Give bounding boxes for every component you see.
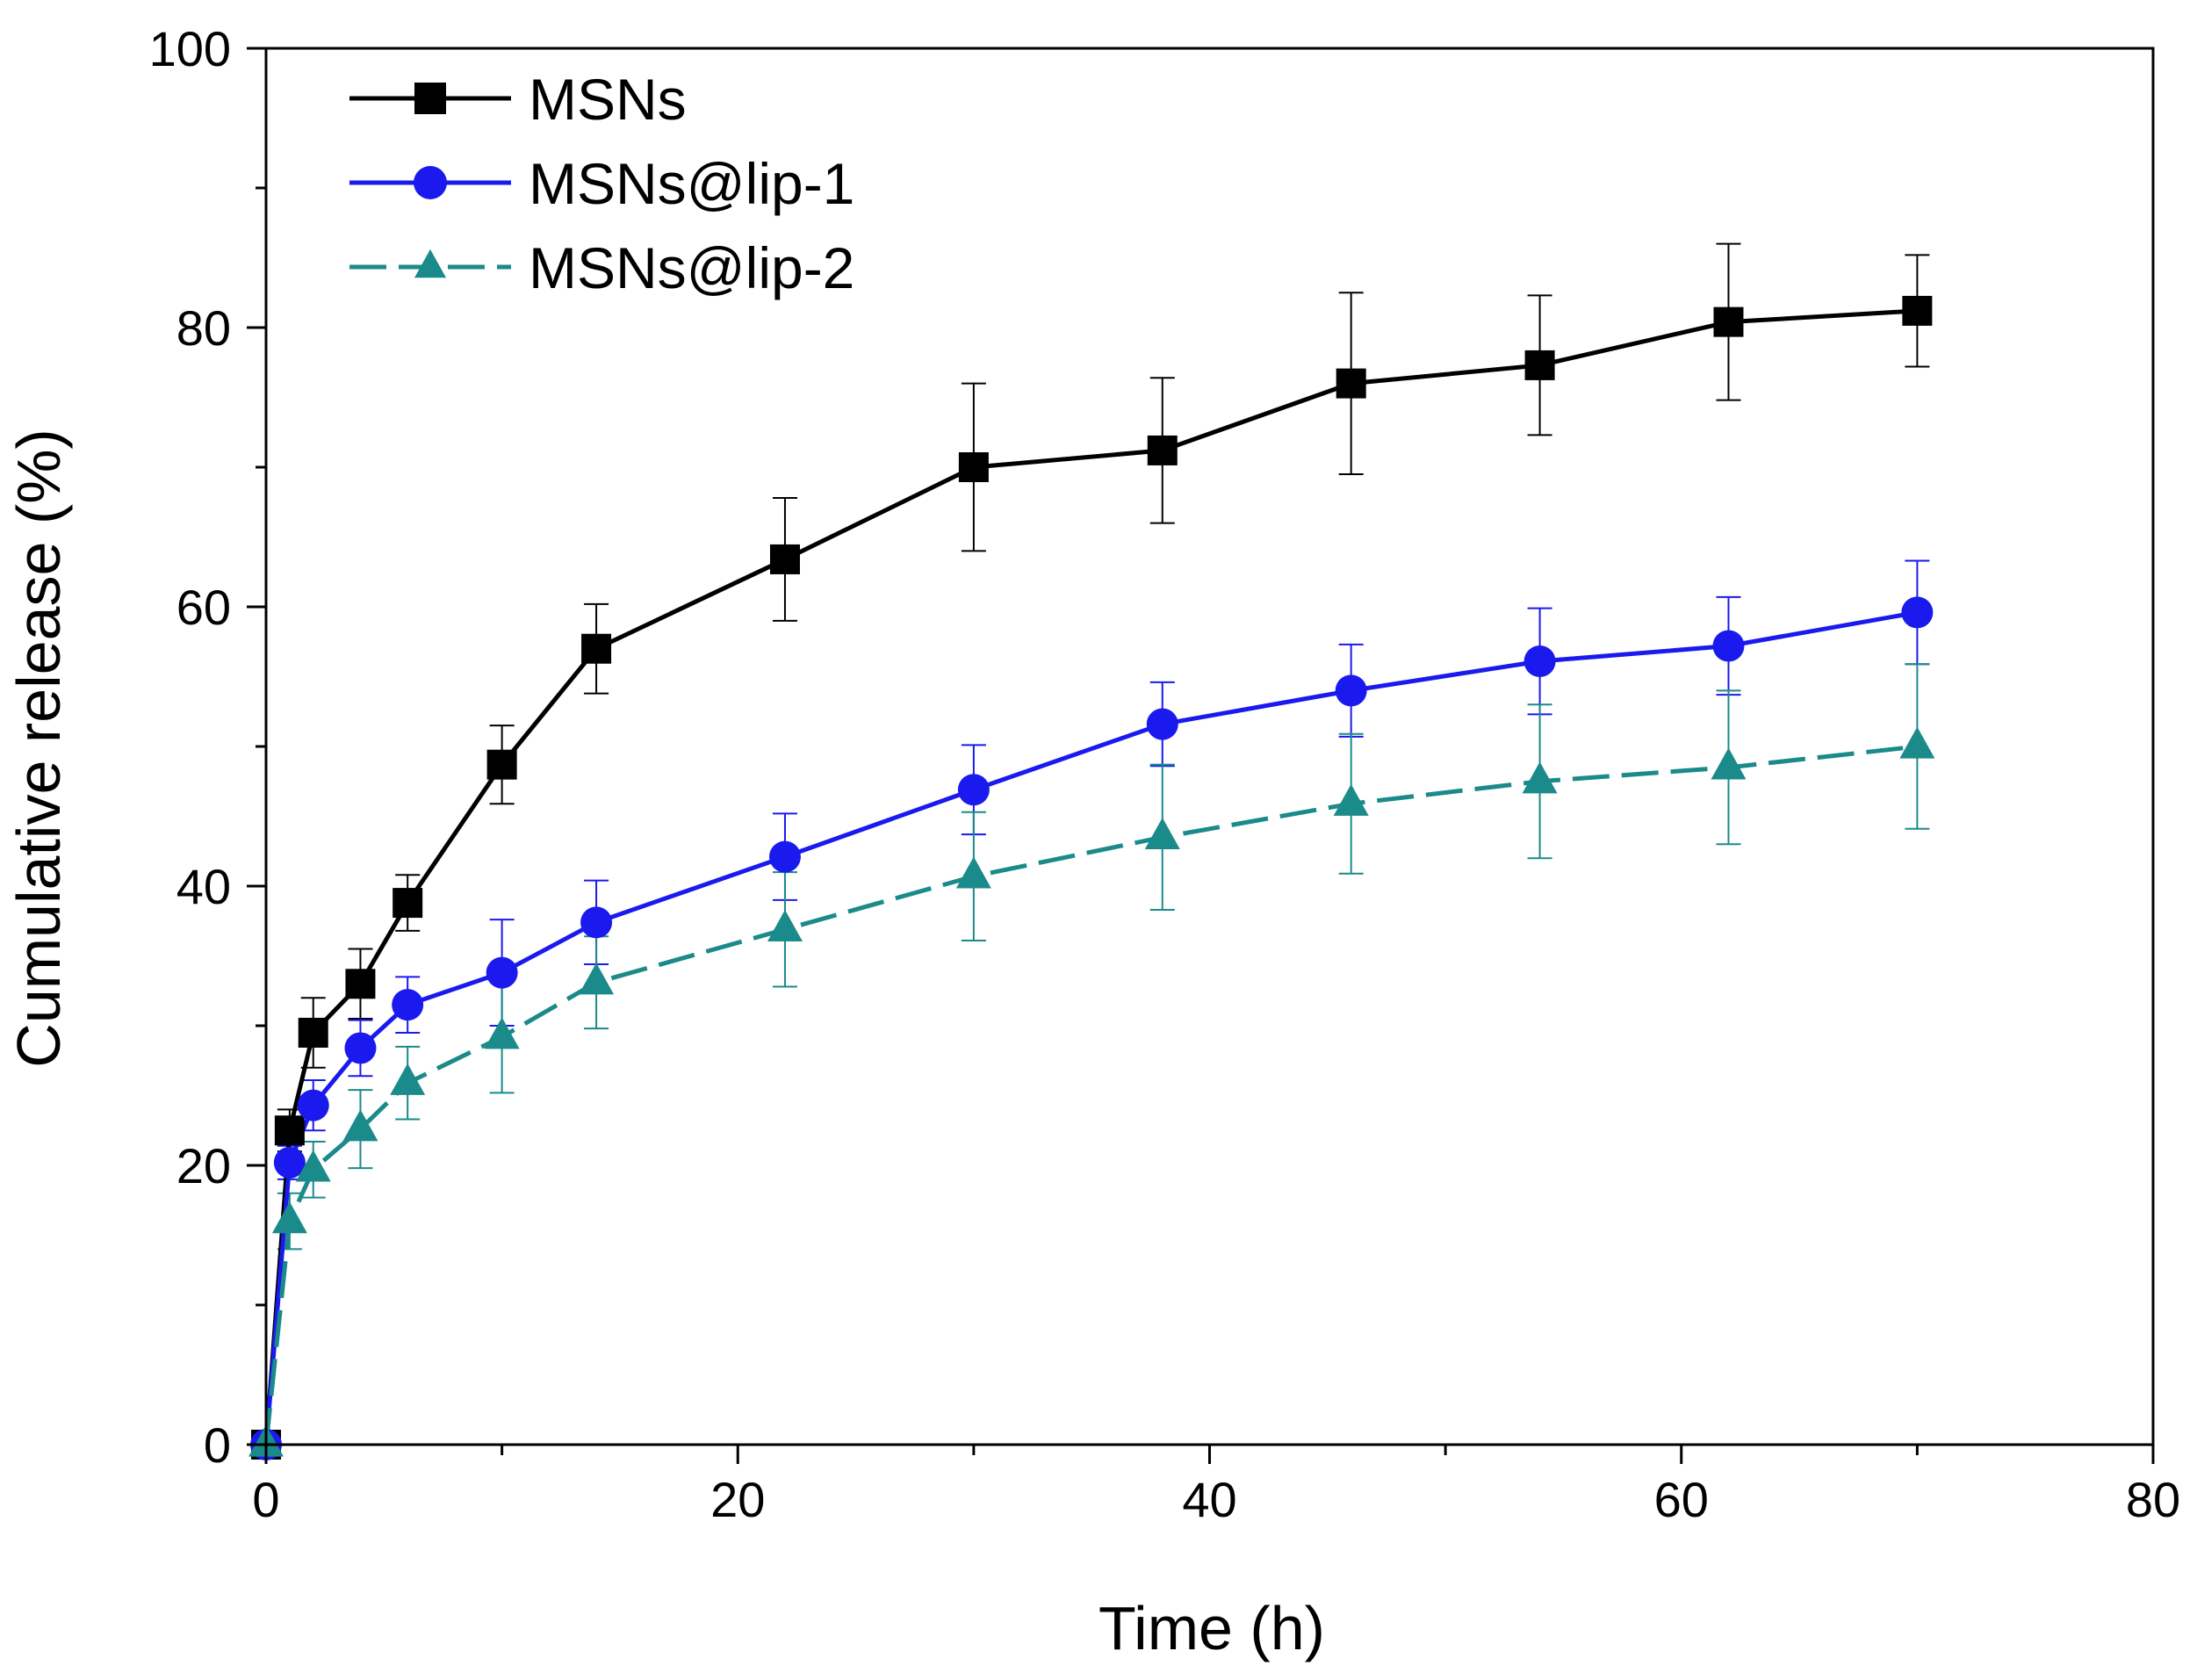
msns-lip-2-data-point <box>1899 726 1935 759</box>
msns-data-point <box>393 888 423 919</box>
msns-lip-1-data-point <box>273 1146 306 1179</box>
legend: MSNs MSNs@lip-1 MSNs@lip-2 <box>349 67 854 300</box>
msns-lip-2-line <box>263 744 1918 1446</box>
msns-data-point <box>1147 435 1178 465</box>
msns-lip-2-data-point <box>955 856 991 889</box>
y-tick-label: 0 <box>204 1417 231 1473</box>
msns-lip-1-data-point <box>392 989 424 1021</box>
legend-label-msns-lip-2: MSNs@lip-2 <box>529 235 854 300</box>
msns-data-point <box>581 633 612 664</box>
legend-label-msns: MSNs <box>529 67 687 132</box>
msns-lip-2-data-point <box>484 1017 520 1049</box>
msns-lip-1-data-point <box>1901 596 1934 629</box>
tick-labels-layer: 0 20 40 60 80 0 20 40 60 80 100 <box>149 21 2181 1527</box>
msns-data-point <box>958 452 989 482</box>
y-axis-title: Cumulative release (%) <box>4 429 73 1067</box>
msns-lip-1-data-point <box>580 906 613 939</box>
legend-label-msns-lip-1: MSNs@lip-1 <box>529 151 854 216</box>
y-tick-label: 20 <box>176 1138 231 1193</box>
msns-lip-1-data-point <box>486 956 518 989</box>
msns-lip-1-data-point <box>344 1032 377 1064</box>
legend-marker-msns-lip-1 <box>414 166 447 199</box>
series-lines-layer <box>263 308 1918 1446</box>
legend-marker-msns-lip-2 <box>414 249 446 278</box>
msns-data-point <box>1902 295 1933 326</box>
msns-data-point <box>1336 368 1366 399</box>
y-tick-label: 100 <box>149 21 231 76</box>
data-markers-layer <box>249 295 1935 1460</box>
msns-lip-2-data-point <box>295 1150 331 1182</box>
x-tick-label: 80 <box>2126 1472 2180 1527</box>
ticks-layer <box>247 47 2155 1464</box>
msns-lip-1-data-point <box>1146 708 1178 740</box>
msns-line <box>263 308 1918 1446</box>
y-tick-label: 40 <box>176 859 231 914</box>
msns-lip-1-data-point <box>1523 645 1556 678</box>
msns-lip-2-data-point <box>767 909 803 941</box>
msns-lip-1-data-point <box>297 1089 329 1121</box>
msns-data-point <box>1713 306 1744 337</box>
msns-lip-1-line <box>263 609 1918 1446</box>
msns-lip-2-data-point <box>1711 747 1747 780</box>
x-tick-label: 60 <box>1654 1472 1709 1527</box>
x-tick-label: 20 <box>710 1472 765 1527</box>
msns-lip-1-data-point <box>1335 674 1367 707</box>
msns-lip-1-data-point <box>1712 630 1745 662</box>
x-tick-label: 0 <box>252 1472 279 1527</box>
msns-data-point <box>274 1115 305 1146</box>
x-tick-label: 40 <box>1182 1472 1236 1527</box>
msns-lip-2-data-point <box>579 963 615 995</box>
msns-lip-1-data-point <box>957 774 990 806</box>
msns-data-point <box>1524 350 1555 380</box>
msns-data-point <box>345 969 376 999</box>
msns-lip-2-data-point <box>390 1063 426 1095</box>
y-tick-label: 60 <box>176 580 231 635</box>
msns-data-point <box>769 544 800 574</box>
msns-lip-2-data-point <box>271 1201 307 1234</box>
x-axis-title: Time (h) <box>1098 1594 1325 1662</box>
msns-lip-2-data-point <box>1333 783 1369 816</box>
legend-marker-msns <box>414 83 446 114</box>
msns-lip-2-data-point <box>342 1109 378 1142</box>
msns-lip-1-data-point <box>768 840 801 873</box>
msns-data-point <box>298 1017 328 1048</box>
y-tick-label: 80 <box>176 300 231 356</box>
msns-lip-2-data-point <box>1522 761 1558 794</box>
msns-lip-2-data-point <box>1144 818 1180 850</box>
msns-data-point <box>486 749 517 780</box>
